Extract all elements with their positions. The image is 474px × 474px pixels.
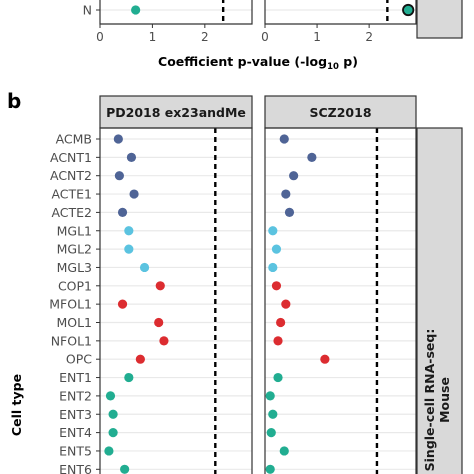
- data-point: [268, 226, 278, 236]
- data-point: [284, 207, 295, 217]
- x-tick-label: 1: [149, 30, 157, 44]
- data-point: [281, 189, 291, 199]
- panel-b: b PD2018 ex23andMe SCZ2018 ACMB ACNT1 ACNT2 AC…: [7, 89, 463, 474]
- x-tick-label: 1: [313, 30, 321, 44]
- panel-a: 0 1 2 0 1 2 N Coefficient p-value (-log10 p): [83, 0, 463, 72]
- facet-border: [99, 127, 253, 474]
- data-point: [289, 171, 299, 181]
- y-axis-label: Cell type: [9, 374, 24, 436]
- data-point: [126, 152, 137, 162]
- x-tick-label: 0: [96, 30, 104, 44]
- data-point: [271, 281, 282, 291]
- data-point: [108, 409, 118, 419]
- y-tick-label: OPC: [66, 352, 92, 367]
- facet-border: [264, 127, 417, 474]
- data-point: [108, 428, 118, 438]
- y-tick-label: ENT3: [59, 407, 92, 422]
- data-point: [124, 244, 134, 254]
- data-point: [154, 317, 164, 328]
- y-tick-label: MFOL1: [49, 297, 92, 312]
- y-tick-label: ENT6: [59, 462, 92, 474]
- data-point: [402, 3, 415, 17]
- data-point: [113, 134, 123, 144]
- y-tick-label: ACTE1: [51, 187, 92, 202]
- y-tick-label: NFOL1: [51, 333, 92, 348]
- y-tick-label: ACNT2: [50, 168, 92, 183]
- strip-box: [416, 0, 463, 39]
- y-tick-label: ACTE2: [51, 205, 92, 220]
- data-point: [159, 336, 169, 346]
- y-tick-label: MOL1: [56, 315, 92, 330]
- y-tick-label: ENT1: [59, 370, 92, 385]
- y-tick-label: ENT2: [59, 388, 92, 403]
- row-strip-label: Single-cell RNA-seq:Mouse: [422, 329, 452, 472]
- data-point: [281, 299, 291, 309]
- data-point: [266, 428, 276, 438]
- data-point: [279, 134, 289, 144]
- panel-label: b: [7, 89, 21, 113]
- y-tick-label: ACNT1: [50, 150, 92, 165]
- data-point: [268, 262, 278, 273]
- data-point: [320, 354, 330, 364]
- data-point: [279, 446, 289, 456]
- data-point: [271, 244, 282, 254]
- y-tick-label: ENT5: [59, 443, 92, 458]
- facet-strip: [99, 95, 253, 129]
- data-point: [307, 152, 317, 162]
- x-axis-label: Coefficient p-value (-log10 p): [158, 54, 358, 72]
- data-point: [139, 262, 150, 273]
- y-tick-label: ACMB: [56, 132, 92, 147]
- facet-title: SCZ2018: [309, 105, 371, 120]
- data-point: [120, 464, 130, 474]
- y-tick-label: MGL2: [57, 242, 92, 257]
- y-tick-label: MGL1: [57, 223, 92, 238]
- data-point: [265, 464, 275, 474]
- facet-title: PD2018 ex23andMe: [106, 105, 246, 120]
- data-point: [105, 391, 116, 401]
- y-tick-label: N: [83, 3, 92, 18]
- data-point: [104, 446, 114, 456]
- y-tick-label: COP1: [58, 278, 92, 293]
- data-point: [124, 226, 134, 236]
- data-point: [276, 317, 286, 328]
- facet-border: [264, 0, 417, 25]
- data-point: [131, 5, 141, 15]
- data-point: [135, 354, 145, 364]
- facet-strip: [264, 95, 417, 129]
- y-tick-label: ENT4: [59, 425, 92, 440]
- data-point: [117, 299, 128, 309]
- data-point: [117, 207, 128, 217]
- x-tick-label: 2: [365, 30, 373, 44]
- data-point: [265, 391, 275, 401]
- data-point: [268, 409, 278, 419]
- facet-border: [99, 0, 253, 25]
- data-point: [155, 281, 165, 291]
- data-point: [124, 372, 134, 383]
- x-tick-label: 0: [261, 30, 269, 44]
- data-point: [273, 336, 283, 346]
- data-point: [129, 189, 139, 199]
- row-strip: [416, 127, 463, 474]
- data-point: [273, 372, 283, 383]
- x-tick-label: 2: [201, 30, 209, 44]
- data-point: [114, 171, 124, 181]
- y-tick-label: MGL3: [57, 260, 92, 275]
